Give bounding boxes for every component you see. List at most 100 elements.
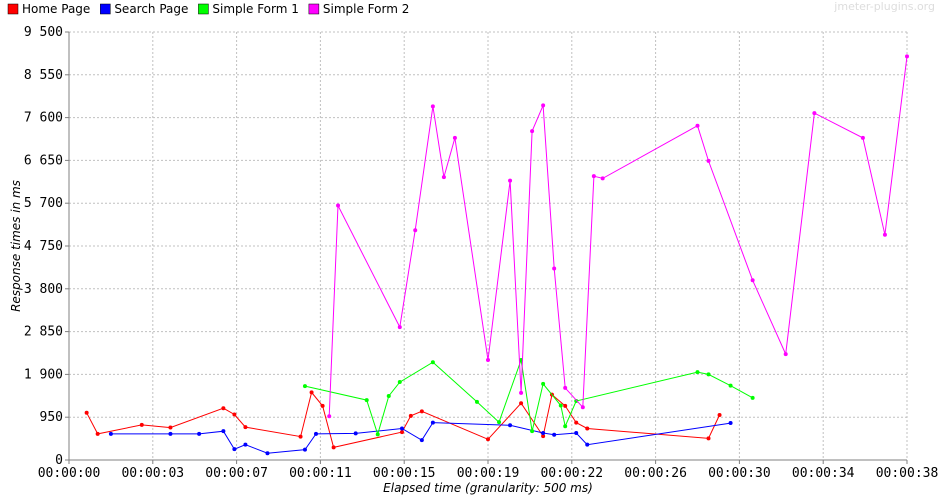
data-point-simple-form-1 [728, 383, 733, 388]
data-point-simple-form-1 [558, 403, 563, 408]
data-point-search-page [243, 442, 248, 447]
x-tick-label: 00:00:34 [792, 466, 855, 481]
legend-swatch-home-page [7, 3, 19, 15]
data-point-search-page [353, 431, 358, 436]
data-point-search-page [541, 430, 546, 435]
grid [69, 31, 908, 460]
data-point-simple-form-2 [563, 385, 568, 390]
data-point-simple-form-1 [706, 372, 711, 377]
data-point-simple-form-1 [474, 399, 479, 404]
data-point-simple-form-2 [882, 232, 887, 237]
x-tick-label: 00:00:30 [708, 466, 771, 481]
y-tick-label: 8 550 [24, 68, 63, 83]
data-point-simple-form-2 [452, 135, 457, 140]
x-tick-label: 00:00:26 [624, 466, 687, 481]
data-point-home-page [168, 425, 173, 430]
data-point-home-page [706, 436, 711, 441]
data-point-home-page [585, 426, 590, 431]
data-point-simple-form-1 [430, 360, 435, 365]
x-tick-label: 00:00:38 [876, 466, 939, 481]
y-axis-title: Response times in ms [9, 180, 23, 312]
data-point-simple-form-1 [386, 394, 391, 399]
data-point-simple-form-2 [441, 175, 446, 180]
data-point-search-page [574, 430, 579, 435]
data-point-search-page [265, 451, 270, 456]
data-point-simple-form-2 [327, 414, 332, 419]
data-point-home-page [717, 412, 722, 417]
data-point-home-page [243, 425, 248, 430]
y-tick-label: 7 600 [24, 111, 63, 126]
data-point-search-page [232, 447, 237, 452]
data-point-search-page [430, 420, 435, 425]
watermark: jmeter-plugins.org [833, 0, 935, 13]
data-point-search-page [302, 447, 307, 452]
y-tick-label: 6 650 [24, 153, 63, 168]
legend-label-simple-form-1: Simple Form 1 [212, 2, 298, 16]
data-point-simple-form-1 [530, 429, 535, 434]
data-point-home-page [408, 413, 413, 418]
data-point-home-page [95, 431, 100, 436]
y-tick-label: 4 750 [24, 239, 63, 254]
data-point-simple-form-2 [591, 174, 596, 179]
data-point-simple-form-1 [302, 384, 307, 389]
data-point-search-page [728, 421, 733, 426]
data-point-home-page [298, 434, 303, 439]
data-point-simple-form-2 [508, 178, 513, 183]
data-point-home-page [399, 430, 404, 435]
data-point-simple-form-1 [397, 380, 402, 385]
data-point-simple-form-1 [375, 432, 380, 437]
data-point-home-page [320, 403, 325, 408]
legend: Home Page Search Page Simple Form 1 Simple … [7, 2, 409, 16]
data-point-simple-form-2 [430, 104, 435, 109]
y-tick-label: 0 [55, 453, 63, 468]
series-layer [84, 54, 909, 456]
x-axis-title: Elapsed time (granularity: 500 ms) [383, 481, 593, 495]
data-point-search-page [313, 431, 318, 436]
legend-label-home-page: Home Page [22, 2, 90, 16]
x-tick-label: 00:00:22 [540, 466, 603, 481]
data-point-simple-form-1 [574, 398, 579, 403]
data-point-home-page [486, 437, 490, 442]
x-tick-label: 00:00:19 [457, 466, 520, 481]
data-point-simple-form-2 [812, 111, 817, 116]
data-point-home-page [309, 390, 314, 395]
data-point-simple-form-2 [706, 158, 711, 163]
data-point-simple-form-2 [541, 103, 546, 108]
data-point-search-page [197, 431, 202, 436]
data-point-home-page [331, 445, 336, 450]
data-point-simple-form-2 [783, 352, 788, 357]
x-tick-label: 00:00:07 [205, 466, 268, 481]
data-point-home-page [84, 410, 89, 415]
y-tick-label: 9 500 [24, 25, 63, 40]
axes: 0 950 1 900 2 850 3 800 4 750 5 700 6 650 7 600 8… [24, 25, 938, 481]
legend-swatch-simple-form-2 [308, 3, 320, 15]
data-point-search-page [399, 426, 404, 431]
data-point-search-page [108, 431, 113, 436]
y-tick-label: 5 700 [24, 196, 63, 211]
data-point-simple-form-2 [519, 390, 524, 395]
x-tick-label: 00:00:15 [373, 466, 436, 481]
data-point-home-page [419, 409, 424, 414]
data-point-search-page [419, 438, 424, 443]
data-point-search-page [552, 432, 557, 437]
data-point-simple-form-1 [750, 395, 755, 400]
data-point-simple-form-2 [905, 54, 909, 59]
data-point-simple-form-1 [364, 398, 369, 403]
data-point-search-page [168, 431, 173, 436]
legend-label-search-page: Search Page [114, 2, 188, 16]
data-point-simple-form-2 [413, 228, 418, 233]
data-point-search-page [585, 442, 590, 447]
x-tick-label: 00:00:03 [121, 466, 184, 481]
legend-label-simple-form-2: Simple Form 2 [323, 2, 409, 16]
data-point-simple-form-2 [397, 325, 402, 330]
data-point-home-page [139, 422, 144, 427]
x-tick-label: 00:00:11 [289, 466, 352, 481]
data-point-home-page [574, 420, 579, 425]
y-tick-label: 950 [40, 410, 63, 425]
data-point-home-page [541, 434, 546, 439]
data-point-simple-form-1 [563, 424, 568, 429]
legend-swatch-simple-form-1 [198, 3, 209, 15]
data-point-simple-form-2 [695, 123, 700, 128]
y-tick-label: 2 850 [24, 325, 63, 340]
